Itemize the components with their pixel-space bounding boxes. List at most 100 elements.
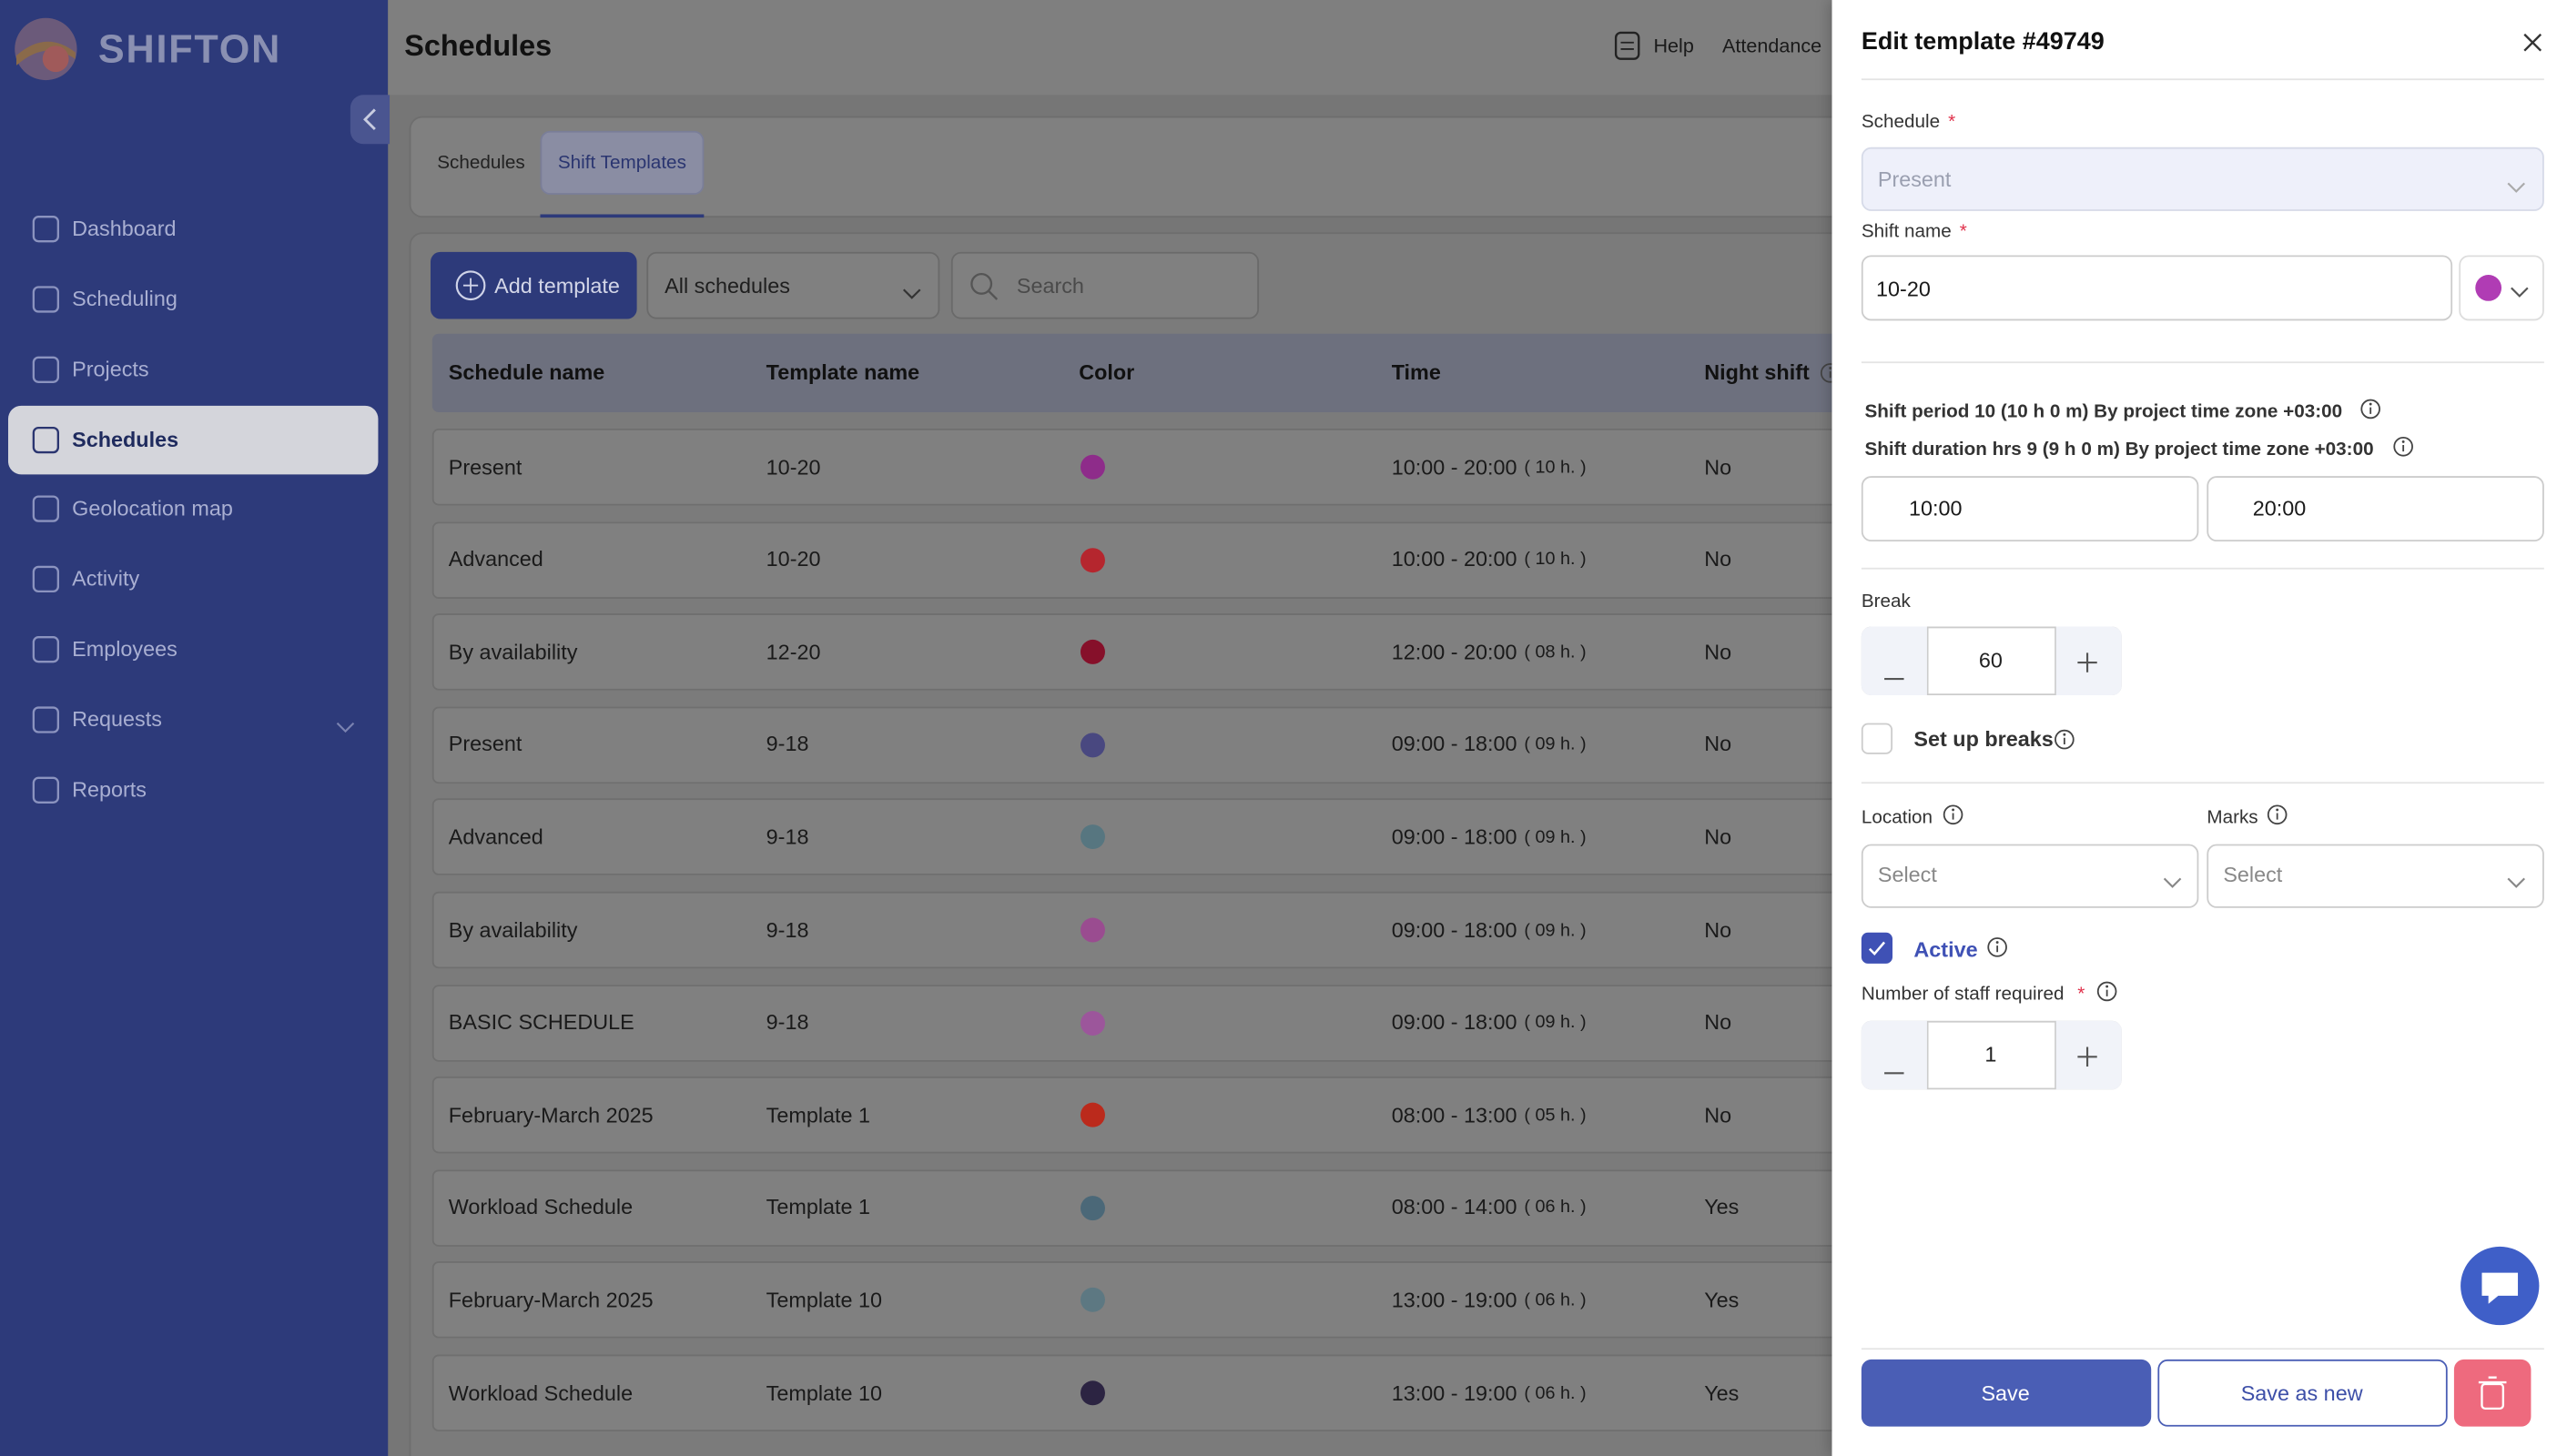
close-icon[interactable] xyxy=(2522,31,2542,52)
shift-name-input[interactable] xyxy=(1861,255,2453,321)
add-button-label: Add template xyxy=(494,273,620,298)
schedule-select[interactable] xyxy=(1861,147,2544,211)
sidebar xyxy=(0,0,389,1456)
time: 09:00 - 18:00 xyxy=(1391,824,1517,849)
setup-breaks-checkbox[interactable] xyxy=(1861,723,1893,754)
chevron-svg xyxy=(336,722,355,733)
table-row[interactable] xyxy=(431,891,1851,969)
filter-select[interactable] xyxy=(646,251,940,319)
chat-button[interactable] xyxy=(2460,1246,2540,1326)
nav-item[interactable]: Activity xyxy=(72,566,140,591)
night-shift: No xyxy=(1704,916,1732,942)
nav-item[interactable]: Requests xyxy=(72,706,162,732)
hours: ( 06 h. ) xyxy=(1524,1198,1587,1218)
table-row[interactable] xyxy=(431,984,1851,1062)
minus-icon-svg xyxy=(1884,677,1904,681)
save-new-button[interactable] xyxy=(2157,1359,2448,1427)
end-input[interactable] xyxy=(2207,476,2544,542)
color-picker[interactable] xyxy=(2459,255,2544,321)
color-swatch xyxy=(1080,1380,1105,1406)
time: 09:00 - 18:00 xyxy=(1391,1009,1517,1035)
table-row[interactable] xyxy=(431,1261,1851,1340)
time: 13:00 - 19:00 xyxy=(1391,1380,1517,1405)
table-row[interactable] xyxy=(431,706,1851,784)
nav-icon xyxy=(31,564,60,593)
help-icon-svg xyxy=(1614,31,1640,60)
hours: ( 09 h. ) xyxy=(1524,1012,1587,1033)
attendance-link[interactable]: Attendance xyxy=(1721,34,1822,57)
nav-active-bg[interactable] xyxy=(7,405,379,475)
nav-item[interactable]: Reports xyxy=(72,776,147,802)
page-title: Schedules xyxy=(404,29,553,63)
table-row[interactable] xyxy=(431,613,1851,691)
minus-button[interactable] xyxy=(1861,1020,1929,1090)
chevron-svg xyxy=(2507,877,2526,888)
table-row[interactable] xyxy=(431,799,1851,876)
table-row[interactable] xyxy=(431,521,1851,599)
table-row[interactable] xyxy=(431,1077,1851,1154)
template-name: 9-18 xyxy=(766,732,809,757)
schedule-name: By availability xyxy=(448,639,578,664)
tab[interactable]: Shift Templates xyxy=(557,153,686,174)
filter-value: All schedules xyxy=(665,273,790,298)
schedule-name: Workload Schedule xyxy=(448,1380,634,1405)
tab-underline xyxy=(540,214,705,218)
field-label: Shift name xyxy=(1861,222,1952,243)
active-label: Active xyxy=(1913,937,1978,963)
chevron xyxy=(336,713,356,733)
delete-button[interactable] xyxy=(2453,1359,2531,1427)
hours: ( 10 h. ) xyxy=(1524,550,1587,570)
minus-button[interactable] xyxy=(1861,626,1929,696)
required-mark: * xyxy=(1959,222,1967,243)
info-icon-svg xyxy=(2096,981,2117,1002)
nav-item[interactable]: Projects xyxy=(72,356,149,381)
active-checkbox[interactable] xyxy=(1861,932,1893,964)
start-time: 10:00 xyxy=(1909,495,1963,521)
start-input[interactable] xyxy=(1861,476,2199,542)
marks-select[interactable] xyxy=(2207,844,2544,908)
add-icon-svg xyxy=(455,270,486,301)
night-shift: No xyxy=(1704,546,1732,571)
info-icon-svg xyxy=(2360,399,2380,420)
search-placeholder: Search xyxy=(1016,273,1084,298)
time: 08:00 - 14:00 xyxy=(1391,1194,1517,1219)
nav-item[interactable]: Schedules xyxy=(72,427,179,452)
schedule-name: Present xyxy=(448,732,523,757)
nav-item[interactable]: Dashboard xyxy=(72,216,177,241)
schedule-name: By availability xyxy=(448,916,578,942)
collapse-button[interactable] xyxy=(350,95,391,145)
plus-icon xyxy=(2077,652,2097,672)
table-row[interactable] xyxy=(431,1354,1851,1432)
staff-stepper-value: 1 xyxy=(1984,1042,1997,1067)
divider xyxy=(1861,1348,2544,1350)
trash-icon xyxy=(2478,1376,2507,1410)
table-row[interactable] xyxy=(431,429,1851,506)
nav-item[interactable]: Scheduling xyxy=(72,286,178,311)
setup-breaks-label: Set up breaks xyxy=(1913,726,2054,752)
nav-item[interactable]: Geolocation map xyxy=(72,495,233,521)
save-button[interactable] xyxy=(1861,1359,2152,1427)
schedule-name: Workload Schedule xyxy=(448,1194,634,1219)
tab-active-bg[interactable] xyxy=(540,130,705,195)
logo xyxy=(13,16,78,82)
template-name: Template 10 xyxy=(766,1287,883,1312)
help-link[interactable]: Help xyxy=(1653,34,1694,57)
location-select[interactable] xyxy=(1861,844,2199,908)
help-icon xyxy=(1614,31,1640,60)
chevron-svg xyxy=(902,288,921,299)
nav-icon-svg xyxy=(32,636,60,663)
marks-value: Select xyxy=(2223,862,2283,887)
template-name: 9-18 xyxy=(766,1009,809,1035)
night-shift: No xyxy=(1704,732,1732,757)
time: 09:00 - 18:00 xyxy=(1391,916,1517,942)
table-header xyxy=(431,333,1851,413)
nav-item[interactable]: Employees xyxy=(72,636,178,662)
info-icon-svg xyxy=(1987,937,2007,957)
nav-icon-svg xyxy=(32,356,60,383)
table-row[interactable] xyxy=(431,1169,1851,1247)
schedule-name: February-March 2025 xyxy=(448,1102,654,1127)
tab[interactable]: Schedules xyxy=(437,153,525,174)
search-input[interactable] xyxy=(950,251,1260,319)
collapse-icon xyxy=(363,108,376,131)
plus-icon-svg xyxy=(2077,652,2097,672)
